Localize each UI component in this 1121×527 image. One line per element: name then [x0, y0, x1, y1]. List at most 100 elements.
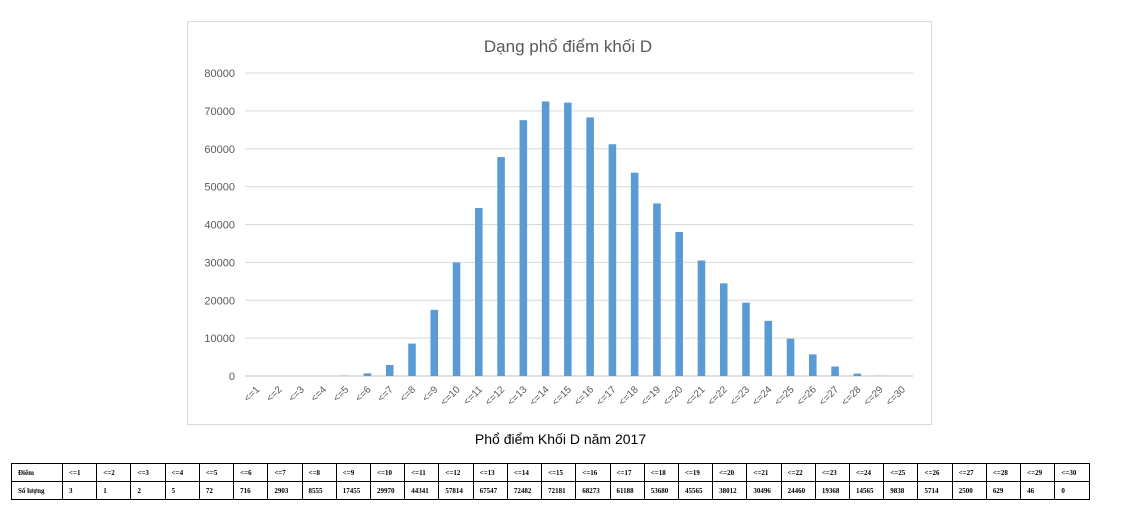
y-tick-label: 40000 [204, 220, 235, 232]
table-value-cell: 9838 [883, 481, 919, 500]
bar [831, 366, 839, 376]
table-header-cell: <=8 [301, 463, 337, 482]
table-value-cell: 8555 [301, 481, 337, 500]
bar [408, 343, 416, 376]
y-tick-label: 20000 [204, 295, 235, 307]
table-value-cell: 57814 [438, 481, 474, 500]
x-tick-label: <=17 [595, 384, 619, 408]
table-value-cell: 19368 [814, 481, 851, 500]
table-value-cell: 14565 [849, 481, 885, 500]
table-row-score: Điểm <=1 <=2 <=3 <=4 <=5 <=6 <=7 <=8 <=9 <=10 <=11… [11, 463, 1090, 482]
table-header-cell: <=4 [164, 463, 200, 482]
table-header-cell: <=30 [1054, 463, 1090, 482]
table-header-cell: <=9 [335, 463, 371, 482]
x-tick-label: <=30 [884, 384, 908, 408]
bar [630, 172, 639, 376]
table-value-cell: 72181 [541, 481, 577, 500]
table-value-cell: 72482 [506, 481, 543, 500]
table-header-cell: <=11 [404, 463, 440, 482]
x-tick-label: <=24 [750, 384, 774, 408]
x-tick-label: <=5 [331, 384, 351, 404]
table-value-cell: 67547 [472, 481, 508, 500]
y-tick-label: 60000 [204, 144, 235, 156]
table-value-cell: 24460 [780, 481, 816, 500]
x-tick-label: <=13 [506, 384, 530, 408]
x-tick-label: <=27 [817, 384, 841, 408]
table-header-cell: <=12 [438, 463, 474, 482]
bar [697, 260, 706, 376]
x-tick-label: <=8 [398, 384, 418, 404]
table-header-cell: <=2 [96, 463, 132, 482]
table-value-cell: 61188 [609, 481, 645, 500]
table-header-cell: <=10 [369, 463, 406, 482]
bar [675, 232, 683, 376]
table-row-count: Số lượng 3 1 2 5 72 716 2903 8555 17455 29970 4434… [11, 481, 1090, 500]
bar [809, 354, 817, 376]
table-header-cell: <=15 [541, 463, 577, 482]
y-axis-ticks: 0 10000 20000 30000 40000 50000 60000 70000 8000… [204, 68, 235, 383]
bar [586, 117, 594, 377]
bar [430, 309, 439, 376]
y-tick-label: 80000 [204, 68, 235, 80]
bar [541, 101, 550, 376]
table-header-cell: <=27 [951, 463, 987, 482]
table-value-cell: 45565 [677, 481, 714, 500]
table-header-cell: <=13 [472, 463, 508, 482]
y-tick-label: 0 [229, 371, 235, 383]
table-header-cell: <=7 [267, 463, 303, 482]
bars [252, 101, 884, 377]
table-value-cell: 46 [1020, 481, 1056, 500]
bar [452, 262, 461, 376]
bar [853, 373, 862, 376]
x-tick-label: <=16 [572, 384, 596, 408]
table-header-cell: <=29 [1020, 463, 1056, 482]
x-tick-label: <=1 [242, 384, 262, 404]
bar [764, 320, 773, 376]
chart-title: Dạng phổ điểm khối D [484, 37, 652, 56]
bar [497, 157, 505, 376]
table-value-cell: 629 [985, 481, 1022, 500]
row-label-score: Điểm [11, 463, 63, 482]
bar [719, 283, 728, 376]
chart-caption: Phổ điểm Khối D năm 2017 [474, 431, 647, 447]
score-table: Điểm <=1 <=2 <=3 <=4 <=5 <=6 <=7 <=8 <=9 <=10 <=11… [11, 463, 1090, 500]
x-tick-label: <=2 [265, 384, 285, 404]
table-value-cell: 29970 [369, 481, 406, 500]
table-value-cell: 1 [96, 481, 132, 500]
x-tick-label: <=6 [354, 384, 374, 404]
x-tick-label: <=21 [684, 384, 708, 408]
table-header-cell: <=18 [643, 463, 679, 482]
chart-container: Dạng phổ điểm khối D 0 10000 20000 30000 400… [187, 21, 932, 425]
x-tick-label: <=26 [795, 384, 819, 408]
table-header-cell: <=26 [917, 463, 953, 482]
table-header-cell: <=21 [746, 463, 782, 482]
table-value-cell: 53680 [643, 481, 679, 500]
table-value-cell: 2500 [951, 481, 987, 500]
x-tick-label: <=20 [661, 384, 685, 408]
bar [363, 373, 372, 376]
table-header-cell: <=22 [780, 463, 816, 482]
x-tick-label: <=9 [420, 384, 440, 404]
table-header-cell: <=1 [61, 463, 98, 482]
table-value-cell: 72 [198, 481, 235, 500]
x-tick-label: <=18 [617, 384, 641, 408]
y-tick-label: 50000 [204, 182, 235, 194]
table-value-cell: 68273 [575, 481, 611, 500]
table-header-cell: <=14 [506, 463, 543, 482]
bar [385, 365, 394, 376]
table-header-cell: <=24 [849, 463, 885, 482]
gridlines [245, 72, 913, 377]
table-header-cell: <=19 [677, 463, 714, 482]
x-tick-label: <=19 [639, 384, 663, 408]
table-header-cell: <=20 [712, 463, 748, 482]
y-tick-label: 30000 [204, 257, 235, 269]
y-tick-label: 70000 [204, 106, 235, 118]
table-value-cell: 2 [130, 481, 166, 500]
row-label-count: Số lượng [11, 481, 63, 500]
table-value-cell: 0 [1054, 481, 1090, 500]
table-header-cell: <=17 [609, 463, 645, 482]
x-tick-label: <=11 [462, 384, 486, 408]
x-tick-label: <=23 [728, 384, 752, 408]
x-tick-label: <=3 [287, 384, 307, 404]
bar-chart: Dạng phổ điểm khối D 0 10000 20000 30000 400… [204, 37, 913, 408]
